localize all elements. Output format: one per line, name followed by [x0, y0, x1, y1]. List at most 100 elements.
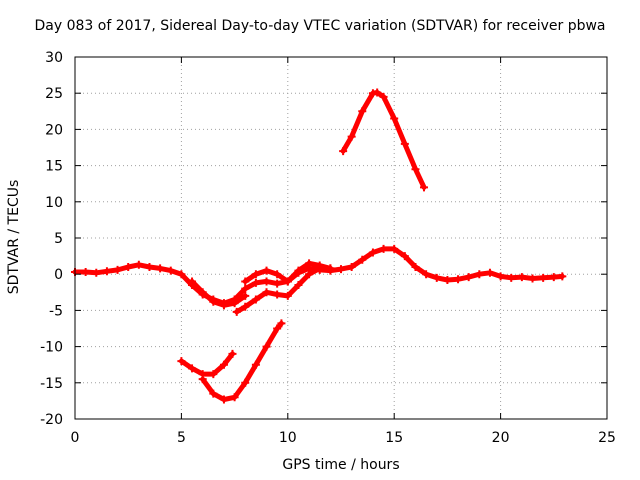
- data-point: [134, 260, 143, 269]
- data-point: [464, 273, 473, 282]
- data-point: [251, 360, 260, 369]
- data-point: [219, 360, 228, 369]
- data-point: [496, 272, 505, 281]
- data-point: [411, 262, 420, 271]
- data-point: [273, 290, 282, 299]
- data-point: [81, 268, 90, 277]
- x-tick-label: 25: [598, 430, 616, 446]
- data-point: [251, 278, 260, 287]
- data-point: [347, 132, 356, 141]
- series-line-track-5: [340, 90, 427, 190]
- data-point: [273, 279, 282, 288]
- data-point: [124, 262, 133, 271]
- data-point: [422, 270, 431, 279]
- data-point: [443, 275, 452, 284]
- data-point: [251, 270, 260, 279]
- series-group: [71, 88, 567, 404]
- data-point: [177, 357, 186, 366]
- x-tick-label: 10: [279, 430, 297, 446]
- x-tick-label: 15: [385, 430, 403, 446]
- data-point: [156, 264, 165, 273]
- data-point: [454, 275, 463, 284]
- data-point: [232, 307, 241, 316]
- y-tick-label: 15: [45, 159, 63, 175]
- y-tick-label: -20: [40, 412, 63, 428]
- data-point: [517, 273, 526, 282]
- data-point: [198, 288, 207, 297]
- y-tick-label: 0: [54, 267, 63, 283]
- y-tick-label: 5: [54, 231, 63, 247]
- data-point: [241, 284, 250, 293]
- data-point: [262, 342, 271, 351]
- data-point: [305, 259, 314, 268]
- data-point: [273, 270, 282, 279]
- data-point: [419, 183, 428, 192]
- data-point: [209, 370, 218, 379]
- data-point: [283, 291, 292, 300]
- data-point: [400, 139, 409, 148]
- data-point: [315, 261, 324, 270]
- chart-title: Day 083 of 2017, Sidereal Day-to-day VTE…: [34, 18, 606, 34]
- data-point: [283, 277, 292, 286]
- y-tick-label: 30: [45, 50, 63, 66]
- data-point: [379, 92, 388, 101]
- y-tick-label: 10: [45, 195, 63, 211]
- data-point: [113, 265, 122, 274]
- data-point: [166, 266, 175, 275]
- data-point: [230, 393, 239, 402]
- data-point: [145, 262, 154, 271]
- data-point: [241, 378, 250, 387]
- data-point: [198, 375, 207, 384]
- data-point: [358, 255, 367, 264]
- series-line-track-2: [189, 278, 248, 308]
- data-point: [475, 270, 484, 279]
- x-tick-label: 0: [71, 430, 80, 446]
- data-point: [241, 291, 250, 300]
- data-point: [379, 244, 388, 253]
- grid: [75, 57, 607, 419]
- data-point: [251, 295, 260, 304]
- data-point: [219, 301, 228, 310]
- data-point: [241, 302, 250, 311]
- data-point: [432, 273, 441, 282]
- data-point: [209, 389, 218, 398]
- data-point: [92, 268, 101, 277]
- data-point: [188, 277, 197, 286]
- data-point: [177, 270, 186, 279]
- data-point: [294, 281, 303, 290]
- data-point: [390, 244, 399, 253]
- data-point: [539, 273, 548, 282]
- data-point: [102, 267, 111, 276]
- y-axis-label: SDTVAR / TECUs: [6, 179, 22, 295]
- data-point: [294, 266, 303, 275]
- data-point: [262, 288, 271, 297]
- y-tick-label: -5: [49, 303, 63, 319]
- x-axis-label: GPS time / hours: [282, 457, 400, 473]
- data-point: [188, 364, 197, 373]
- data-point: [549, 273, 558, 282]
- data-point: [558, 272, 567, 281]
- data-point: [219, 395, 228, 404]
- data-point: [230, 299, 239, 308]
- data-point: [326, 264, 335, 273]
- data-point: [347, 262, 356, 271]
- y-tick-label: -10: [40, 340, 63, 356]
- data-point: [273, 324, 282, 333]
- y-tick-label: -15: [40, 376, 63, 392]
- y-tick-label: 20: [45, 122, 63, 138]
- data-point: [262, 277, 271, 286]
- data-point: [209, 297, 218, 306]
- x-tick-label: 20: [492, 430, 510, 446]
- data-point: [373, 88, 382, 97]
- data-point: [358, 107, 367, 116]
- data-point: [368, 248, 377, 257]
- data-point: [390, 114, 399, 123]
- data-point: [485, 268, 494, 277]
- series-line-track-3: [234, 265, 333, 315]
- series-line-track-6: [178, 351, 235, 377]
- data-point: [400, 252, 409, 261]
- data-point: [305, 270, 314, 279]
- series-line-track-7: [200, 320, 284, 402]
- data-point: [411, 165, 420, 174]
